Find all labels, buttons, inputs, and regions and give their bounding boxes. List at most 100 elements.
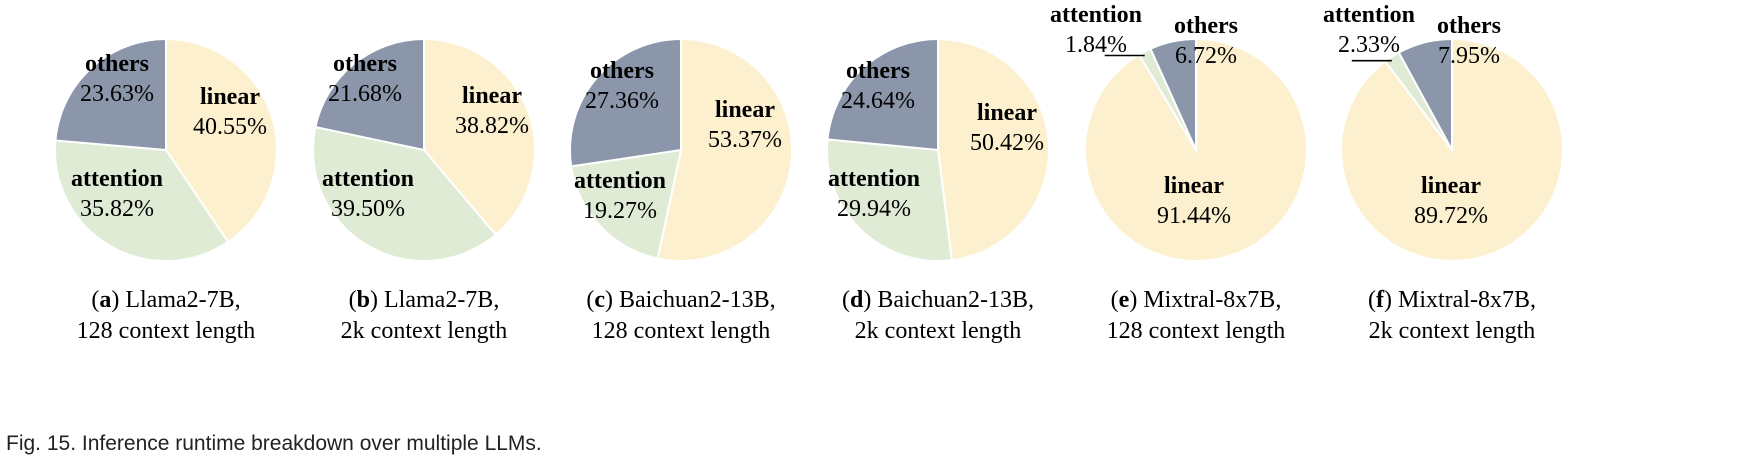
slice-others: [569, 37, 682, 168]
slice-label-attention: attention 1.84%: [1050, 2, 1142, 58]
slice-percent: 53.37%: [708, 127, 782, 153]
subfigure-letter: b: [357, 287, 370, 313]
slice-attention: [570, 148, 683, 260]
slice-linear: [656, 37, 793, 262]
subfigure-model: Baichuan2-13B,: [613, 287, 776, 313]
slice-label-linear: linear 91.44%: [1157, 173, 1231, 229]
subfigure-caption: (d) Baichuan2-13B, 2k context length: [842, 287, 1034, 344]
slice-percent: 2.33%: [1338, 32, 1400, 58]
slice-linear: [423, 37, 537, 237]
slice-attention: [54, 139, 230, 262]
subfigure-model: Llama2-7B,: [119, 287, 240, 313]
slice-percent: 19.27%: [583, 198, 657, 224]
subfigure-model: Mixtral-8x7B,: [1137, 287, 1281, 313]
slice-percent: 24.64%: [841, 88, 915, 114]
subfigure-caption: (c) Baichuan2-13B, 128 context length: [586, 287, 775, 344]
subfigure-context: 128 context length: [77, 318, 256, 344]
slice-percent: 6.72%: [1175, 43, 1237, 69]
subfigure-context: 2k context length: [341, 318, 508, 344]
slice-label-others: others 24.64%: [841, 58, 915, 114]
slice-percent: 91.44%: [1157, 203, 1231, 229]
subfigure-caption: (f) Mixtral-8x7B, 2k context length: [1368, 287, 1536, 344]
slice-label-attention: attention 29.94%: [828, 166, 920, 222]
slice-others: [1149, 37, 1197, 151]
slice-name: attention: [574, 168, 666, 194]
pie-chart-d: linear 50.42% attention 29.94% others 24.64% (…: [826, 37, 1050, 344]
slice-label-linear: linear 53.37%: [708, 97, 782, 153]
slice-label-linear: linear 89.72%: [1414, 173, 1488, 229]
pie-chart-e: linear 91.44% attention 1.84% others 6.72% (e)…: [1050, 2, 1308, 344]
slice-name: attention: [1050, 2, 1142, 28]
subfigure-caption-line1: (d) Baichuan2-13B,: [842, 287, 1034, 313]
slice-name: others: [590, 58, 654, 84]
pie-chart-b: linear 38.82% attention 39.50% others 21.68% (…: [312, 37, 537, 344]
slice-label-linear: linear 50.42%: [970, 100, 1044, 156]
slice-others: [54, 37, 167, 152]
subfigure-letter: c: [594, 287, 605, 313]
subfigure-caption: (b) Llama2-7B, 2k context length: [341, 287, 508, 344]
subfigure-letter: e: [1119, 287, 1130, 313]
slice-others: [1397, 37, 1453, 151]
subfigure-caption-line1: (f) Mixtral-8x7B,: [1368, 287, 1536, 313]
subfigure-caption-line1: (a) Llama2-7B,: [91, 287, 240, 313]
pie-chart-c: linear 53.37% attention 19.27% others 27.36% (…: [569, 37, 793, 344]
slice-label-others: others 6.72%: [1174, 13, 1238, 69]
subfigure-caption-line1: (c) Baichuan2-13B,: [586, 287, 775, 313]
slice-name: linear: [462, 83, 522, 109]
slice-name: linear: [1164, 173, 1224, 199]
subfigure-context: 2k context length: [855, 318, 1022, 344]
pie-chart-f: linear 89.72% attention 2.33% others 7.95% (f)…: [1323, 2, 1565, 344]
slice-percent: 27.36%: [585, 88, 659, 114]
subfigure-model: Baichuan2-13B,: [871, 287, 1034, 313]
slice-linear: [165, 37, 278, 244]
slice-label-attention: attention 19.27%: [574, 168, 666, 224]
slice-name: others: [846, 58, 910, 84]
slice-name: attention: [71, 166, 163, 192]
subfigure-context: 128 context length: [592, 318, 771, 344]
slice-percent: 29.94%: [837, 196, 911, 222]
slice-percent: 40.55%: [193, 114, 267, 140]
slice-label-linear: linear 38.82%: [455, 83, 529, 139]
slice-label-attention: attention 2.33%: [1323, 2, 1415, 58]
slice-percent: 21.68%: [328, 81, 402, 107]
slice-attention: [312, 125, 498, 262]
slice-name: linear: [977, 100, 1037, 126]
subfigure-caption-line1: (b) Llama2-7B,: [349, 287, 500, 313]
slice-linear: [937, 37, 1050, 262]
slice-attention: [826, 138, 953, 262]
subfigure-caption: (a) Llama2-7B, 128 context length: [77, 287, 256, 344]
slice-name: attention: [1323, 2, 1415, 28]
slice-percent: 1.84%: [1065, 32, 1127, 58]
slice-label-attention: attention 35.82%: [71, 166, 163, 222]
slice-percent: 89.72%: [1414, 203, 1488, 229]
slice-name: others: [1174, 13, 1238, 39]
figure-caption: Fig. 15. Inference runtime breakdown ove…: [6, 432, 542, 455]
slice-label-others: others 23.63%: [80, 51, 154, 107]
slice-name: linear: [200, 84, 260, 110]
slice-others: [826, 37, 939, 152]
slice-name: attention: [322, 166, 414, 192]
slice-label-linear: linear 40.55%: [193, 84, 267, 140]
slice-name: others: [333, 51, 397, 77]
slice-percent: 23.63%: [80, 81, 154, 107]
slice-name: others: [1437, 13, 1501, 39]
subfigure-model: Mixtral-8x7B,: [1392, 287, 1536, 313]
subfigure-letter: a: [99, 287, 111, 313]
slice-label-others: others 27.36%: [585, 58, 659, 114]
slice-percent: 7.95%: [1438, 43, 1500, 69]
slice-label-others: others 21.68%: [328, 51, 402, 107]
slice-label-attention: attention 39.50%: [322, 166, 414, 222]
slice-percent: 39.50%: [331, 196, 405, 222]
subfigure-caption-line1: (e) Mixtral-8x7B,: [1111, 287, 1282, 313]
subfigure-model: Llama2-7B,: [378, 287, 499, 313]
pie-chart-a: linear 40.55% attention 35.82% others 23.63% (…: [54, 37, 278, 344]
subfigure-context: 128 context length: [1107, 318, 1286, 344]
slice-name: linear: [715, 97, 775, 123]
subfigure-context: 2k context length: [1369, 318, 1536, 344]
slice-others: [314, 37, 425, 152]
slice-name: attention: [828, 166, 920, 192]
subfigure-letter: d: [850, 287, 864, 313]
slice-name: others: [85, 51, 149, 77]
subfigure-caption: (e) Mixtral-8x7B, 128 context length: [1107, 287, 1286, 344]
